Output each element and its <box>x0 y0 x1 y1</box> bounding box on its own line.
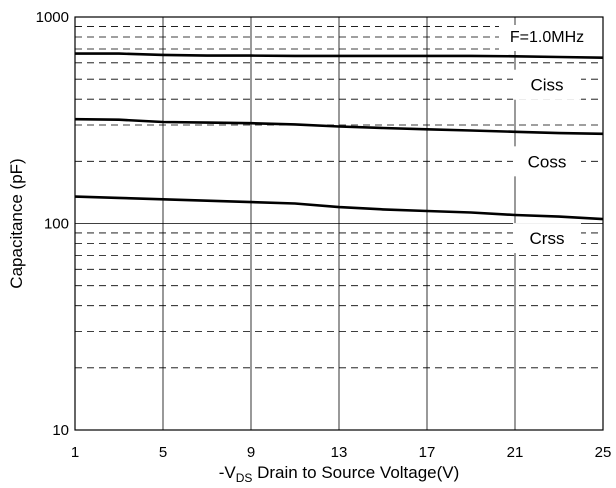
series-line-coss <box>74 117 604 136</box>
x-axis-title-rest: Drain to Source Voltage(V) <box>252 463 459 482</box>
y-tick-label: 100 <box>44 216 69 233</box>
x-tick-label: 21 <box>507 444 524 461</box>
series-label-bg <box>513 223 581 254</box>
x-axis-title: -VDS Drain to Source Voltage(V) <box>219 463 460 485</box>
annotation-bg <box>499 25 599 51</box>
y-tick-labels: 10 100 1000 <box>36 9 69 439</box>
x-tick-label: 25 <box>595 444 612 461</box>
series-lines <box>74 52 604 221</box>
series-label-coss: Coss <box>528 152 567 171</box>
x-axis-title-prefix: -V <box>219 463 237 482</box>
grid <box>75 17 603 430</box>
series-line-ciss <box>75 52 604 59</box>
frequency-annotation: F=1.0MHz <box>510 29 584 46</box>
y-tick-label: 10 <box>52 422 69 439</box>
series-label-ciss: Ciss <box>530 76 563 95</box>
y-tick-label: 1000 <box>36 9 69 26</box>
series-label-bg <box>513 69 581 100</box>
y-axis-title: Capacitance (pF) <box>7 158 26 288</box>
plot-frame <box>74 16 604 431</box>
series-label-backgrounds <box>499 25 599 254</box>
x-tick-label: 9 <box>247 444 255 461</box>
series-labels: Ciss Coss Crss <box>528 76 567 248</box>
series-label-bg <box>513 146 581 177</box>
x-tick-label: 13 <box>331 444 348 461</box>
x-tick-label: 17 <box>419 444 436 461</box>
series-line-crss <box>74 195 604 221</box>
x-tick-labels: 1 5 9 13 17 21 25 <box>71 444 612 461</box>
x-axis-title-subscript: DS <box>236 471 253 485</box>
series-label-crss: Crss <box>530 229 565 248</box>
x-tick-label: 1 <box>71 444 79 461</box>
x-tick-label: 5 <box>159 444 167 461</box>
